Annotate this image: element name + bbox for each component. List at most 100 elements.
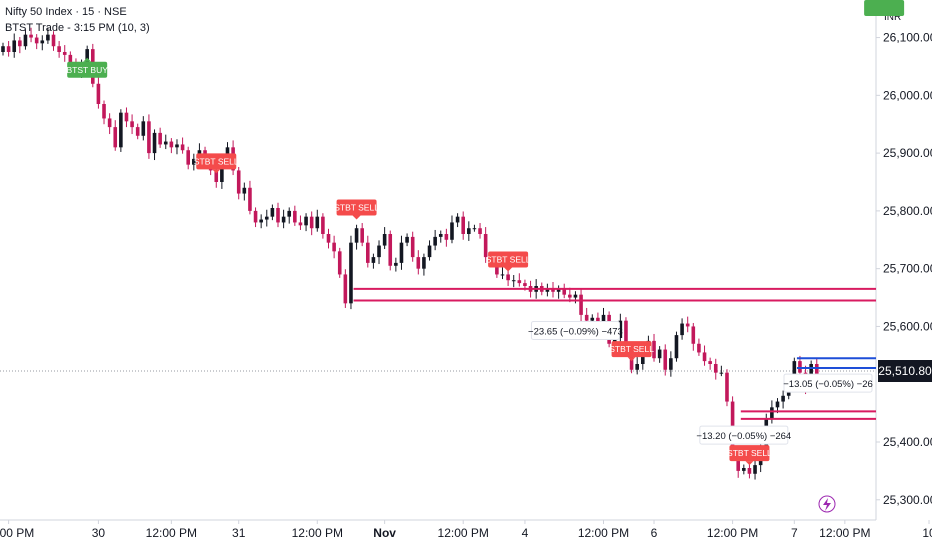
btst-buy-signal[interactable]: BTST BUY: [66, 57, 108, 78]
candle-body: [304, 216, 308, 226]
time-tick-label: 4: [522, 526, 529, 540]
candle-body: [483, 234, 488, 258]
candle-body: [276, 208, 280, 223]
candle-body: [332, 242, 336, 252]
candle-body: [365, 242, 370, 263]
candle-body: [270, 208, 275, 217]
candle-body: [343, 274, 348, 304]
candle-body: [455, 216, 460, 223]
candle-body: [102, 104, 106, 119]
candle-body: [736, 453, 741, 471]
candle-body: [281, 216, 286, 223]
candle-body: [62, 52, 67, 55]
candle-body: [517, 280, 522, 284]
btst-buy-signal[interactable]: BTST BUY: [863, 0, 905, 16]
time-tick-label: 12:00 PM: [146, 526, 197, 540]
candle-body: [669, 358, 673, 370]
candle-body: [321, 216, 325, 234]
price-tick-label: 25,700.00: [883, 262, 932, 276]
candle-body: [601, 314, 606, 324]
candle-body: [702, 352, 707, 362]
stbt-sell-signal[interactable]: STBT SELL: [194, 153, 239, 174]
candle-body: [596, 317, 600, 324]
candle-body: [556, 288, 561, 292]
candle-body: [422, 257, 426, 269]
candle-body: [40, 40, 45, 44]
candle-body: [467, 228, 471, 234]
candle-body: [568, 294, 572, 298]
candle-body: [674, 335, 679, 359]
stbt-sell-signal[interactable]: STBT SELL: [727, 445, 772, 466]
measure-text: −13.20 (−0.05%) −264: [696, 431, 791, 442]
candle-body: [742, 468, 746, 471]
candle-body: [248, 187, 252, 211]
measure-label[interactable]: −13.20 (−0.05%) −264: [696, 425, 791, 445]
stbt-sell-signal[interactable]: STBT SELL: [486, 251, 531, 272]
candle-body: [6, 46, 11, 52]
levels-layer: [353, 287, 876, 420]
candle-body: [214, 170, 219, 182]
candle-body: [500, 274, 505, 276]
candle-body: [719, 372, 724, 374]
candle-body: [511, 280, 516, 282]
candle-body: [781, 395, 785, 402]
candle-body: [792, 361, 797, 385]
candle-body: [770, 407, 774, 419]
candle-body: [287, 210, 292, 217]
measure-label[interactable]: −13.05 (−0.05%) −26: [783, 373, 873, 393]
candle-body: [410, 236, 415, 258]
candle-body: [725, 372, 729, 402]
lightning-icon[interactable]: [818, 495, 836, 513]
candle-body: [124, 112, 129, 122]
price-tick-label: 25,900.00: [883, 146, 932, 160]
candle-body: [337, 251, 342, 275]
candle-body: [747, 468, 752, 474]
candle-body: [34, 37, 39, 44]
candle-body: [506, 274, 510, 281]
candle-body: [46, 34, 50, 41]
time-tick-label: 12:00 PM: [0, 526, 34, 540]
time-tick-label: 31: [232, 526, 246, 540]
candle-body: [427, 245, 432, 258]
measure-text: −13.05 (−0.05%) −26: [783, 379, 873, 390]
measure-label[interactable]: −23.65 (−0.09%) −473: [528, 320, 623, 340]
candle-body: [147, 121, 151, 154]
candle-body: [354, 228, 359, 243]
candle-body: [713, 364, 718, 373]
time-tick-label: 12:00 PM: [819, 526, 870, 540]
candle-body: [444, 234, 449, 240]
candle-body: [298, 222, 303, 226]
candle-body: [579, 294, 583, 315]
candle-body: [399, 242, 404, 263]
candle-body: [135, 127, 140, 136]
candle-body: [438, 234, 443, 237]
candle-body: [309, 216, 314, 229]
price-tick-label: 25,300.00: [883, 493, 932, 507]
measures-layer: −23.65 (−0.09%) −473 −13.05 (−0.05%) −26 −…: [528, 320, 873, 445]
price-tick-label: 26,100.00: [883, 31, 932, 45]
price-tick-label: 25,400.00: [883, 435, 932, 449]
last-price-badge: [878, 360, 932, 382]
measure-text: −23.65 (−0.09%) −473: [528, 326, 623, 337]
candle-body: [652, 340, 656, 359]
candle-body: [624, 320, 628, 350]
candle-body: [590, 317, 595, 321]
price-labels: 26,100.00 26,000.00 25,900.00 25,800.00 25,7…: [876, 31, 932, 507]
candle-body: [663, 349, 668, 370]
candle-body: [551, 288, 555, 292]
currency-label: INR: [884, 12, 901, 23]
price-tick-label: 25,800.00: [883, 204, 932, 218]
candle-body: [18, 40, 22, 47]
time-tick-label: 7: [791, 526, 798, 540]
signal-label: STBT SELL: [194, 156, 239, 166]
candle-body: [753, 465, 757, 474]
candle-body: [107, 118, 112, 128]
candle-body: [315, 216, 320, 229]
stbt-sell-signal[interactable]: STBT SELL: [609, 341, 654, 362]
candle-body: [562, 288, 567, 295]
stbt-sell-signal[interactable]: STBT SELL: [334, 199, 379, 220]
signal-label: STBT SELL: [334, 203, 379, 213]
candle-body: [1, 46, 5, 52]
candle-body: [635, 364, 639, 370]
